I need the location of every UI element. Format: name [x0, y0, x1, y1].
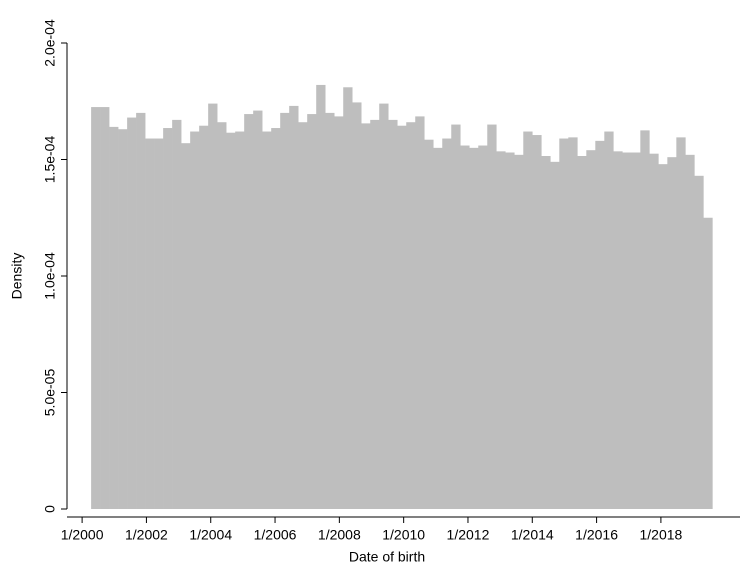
y-tick-label: 5.0e-05	[42, 369, 58, 417]
bar	[505, 152, 515, 509]
bar	[685, 154, 695, 509]
bar	[298, 122, 308, 509]
bar	[379, 103, 389, 509]
bar	[424, 139, 434, 509]
x-tick-label: 1/2006	[254, 527, 297, 543]
bar	[352, 102, 362, 509]
bar	[334, 116, 344, 510]
bar	[667, 157, 677, 510]
bar	[451, 124, 461, 510]
y-tick-label: 0	[42, 505, 58, 513]
bar	[577, 156, 587, 509]
bar	[289, 105, 299, 509]
bar	[190, 131, 200, 510]
bar	[550, 161, 560, 509]
x-tick-label: 1/2008	[318, 527, 361, 543]
bar	[433, 147, 443, 509]
bar	[514, 154, 524, 509]
bar	[145, 138, 155, 509]
bar	[640, 130, 650, 509]
x-tick-label: 1/2018	[639, 527, 682, 543]
bar	[118, 129, 128, 509]
bar	[703, 217, 713, 509]
bar	[676, 137, 686, 510]
x-tick-label: 1/2000	[61, 527, 104, 543]
bar	[271, 128, 281, 510]
bar	[244, 114, 254, 509]
bar	[460, 145, 470, 509]
y-axis-label: Density	[9, 253, 25, 300]
bar	[523, 131, 533, 510]
bar	[262, 131, 272, 510]
x-tick-label: 1/2012	[447, 527, 490, 543]
bar	[154, 138, 164, 509]
bar	[343, 87, 353, 510]
bar	[658, 164, 668, 509]
bar	[361, 123, 371, 509]
bar	[487, 124, 497, 510]
bar	[388, 119, 398, 509]
bar	[478, 145, 488, 509]
bar	[208, 103, 218, 509]
bar	[217, 122, 227, 509]
bar	[325, 112, 335, 510]
x-tick-label: 1/2016	[575, 527, 618, 543]
bar	[199, 125, 209, 509]
bar	[253, 110, 263, 509]
x-tick-label: 1/2014	[511, 527, 554, 543]
bar	[136, 112, 146, 510]
bar	[181, 143, 191, 509]
bar	[127, 117, 137, 509]
bar	[631, 152, 641, 509]
bar	[172, 119, 182, 509]
bar	[559, 138, 569, 509]
bar	[316, 84, 326, 509]
bar	[469, 147, 479, 509]
bar	[370, 119, 380, 509]
bar	[163, 128, 173, 510]
bar	[694, 175, 704, 509]
bar	[397, 125, 407, 509]
y-tick-label: 1.0e-04	[42, 252, 58, 300]
bar	[622, 152, 632, 509]
bar	[541, 156, 551, 509]
bar	[91, 107, 101, 509]
x-tick-label: 1/2002	[125, 527, 168, 543]
bar	[568, 137, 578, 510]
bar	[406, 122, 416, 509]
bar	[280, 112, 290, 510]
bar	[226, 132, 236, 509]
x-tick-label: 1/2010	[382, 527, 425, 543]
bar	[442, 138, 452, 509]
bar	[649, 153, 659, 510]
bar	[235, 131, 245, 510]
x-axis-label: Date of birth	[349, 549, 425, 565]
bar	[586, 150, 596, 509]
bar	[604, 131, 614, 510]
y-tick-label: 2.0e-04	[42, 19, 58, 67]
bar	[307, 114, 317, 509]
bar	[109, 126, 119, 509]
bar	[595, 140, 605, 510]
bar	[613, 151, 623, 509]
bar	[100, 107, 110, 509]
y-tick-label: 1.5e-04	[42, 136, 58, 184]
bar	[496, 151, 506, 509]
bar	[532, 135, 542, 509]
x-tick-label: 1/2004	[189, 527, 232, 543]
bar	[415, 116, 425, 510]
